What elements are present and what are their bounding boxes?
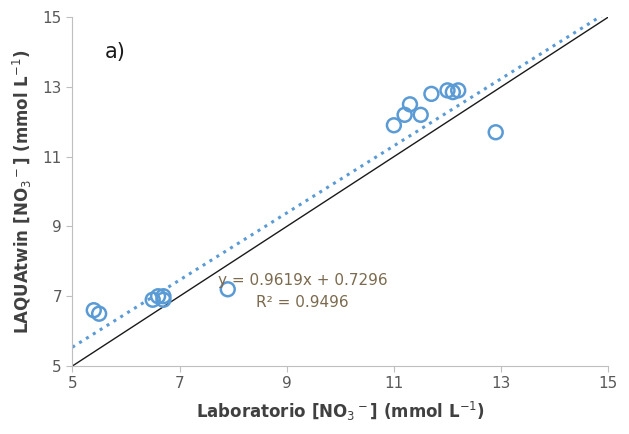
Point bbox=[416, 112, 426, 118]
Point bbox=[405, 101, 415, 108]
Point bbox=[426, 90, 437, 97]
X-axis label: Laboratorio [NO$_3$$^-$] (mmol L$^{-1}$): Laboratorio [NO$_3$$^-$] (mmol L$^{-1}$) bbox=[196, 400, 485, 423]
Point bbox=[399, 112, 409, 118]
Point bbox=[389, 122, 399, 129]
Text: y = 0.9619x + 0.7296
R² = 0.9496: y = 0.9619x + 0.7296 R² = 0.9496 bbox=[218, 273, 387, 310]
Point bbox=[153, 293, 163, 300]
Text: a): a) bbox=[104, 42, 125, 62]
Y-axis label: LAQUAtwin [NO$_3$$^-$] (mmol L$^{-1}$): LAQUAtwin [NO$_3$$^-$] (mmol L$^{-1}$) bbox=[11, 49, 34, 334]
Point bbox=[89, 307, 99, 314]
Point bbox=[491, 129, 501, 136]
Point bbox=[159, 296, 169, 303]
Point bbox=[159, 293, 169, 300]
Point bbox=[453, 87, 463, 94]
Point bbox=[448, 89, 458, 95]
Point bbox=[223, 286, 233, 293]
Point bbox=[148, 296, 158, 303]
Point bbox=[94, 310, 104, 317]
Point bbox=[442, 87, 452, 94]
